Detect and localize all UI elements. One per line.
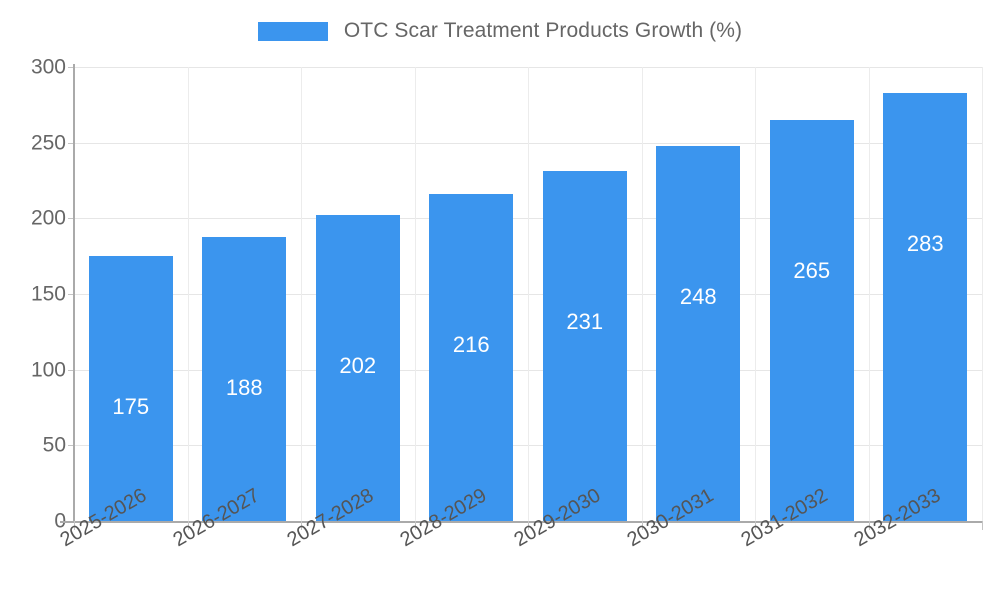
bar-value-label: 248 <box>679 283 717 309</box>
bar-value-label: 216 <box>452 332 490 358</box>
bar[interactable]: 283 <box>883 92 968 521</box>
y-axis-tick-mark <box>68 218 74 220</box>
gridline-vertical <box>301 67 302 521</box>
x-axis-tick-mark <box>415 521 416 530</box>
y-axis-tick-mark <box>68 142 74 144</box>
x-axis-tick-mark <box>869 521 870 530</box>
gridline-vertical <box>528 67 529 521</box>
y-axis-tick-label: 250 <box>30 131 66 155</box>
bar-value-label: 283 <box>906 230 944 256</box>
y-axis-tick-labels: 0 50 100 150 200 250 300 <box>0 0 66 600</box>
gridline-vertical <box>642 67 643 521</box>
x-axis-line <box>60 521 982 523</box>
x-axis-tick-mark <box>755 521 756 530</box>
bar[interactable]: 248 <box>656 145 741 521</box>
y-axis-tick-mark <box>68 67 74 68</box>
gridline-vertical <box>188 67 189 521</box>
x-axis-tick-mark <box>188 521 189 530</box>
bar[interactable]: 216 <box>429 194 514 521</box>
y-axis-tick-label: 100 <box>30 358 66 382</box>
y-axis-tick-label: 0 <box>4 511 66 532</box>
x-axis-tick-mark <box>982 521 983 530</box>
bar-value-label: 202 <box>339 353 377 379</box>
x-axis-tick-mark <box>642 521 643 530</box>
y-axis-tick-mark <box>68 445 74 447</box>
y-axis-line <box>73 64 75 522</box>
legend-color-swatch <box>257 21 328 41</box>
y-axis-tick-label: 300 <box>30 55 66 79</box>
bar[interactable]: 202 <box>315 215 400 521</box>
plot-area: 175 188 202 216 231 248 265 283 <box>74 67 983 522</box>
bar-value-label: 231 <box>566 309 604 335</box>
y-axis-tick-mark <box>68 294 74 295</box>
bar-value-label: 175 <box>112 394 150 420</box>
bar[interactable]: 188 <box>202 236 287 521</box>
y-axis-tick-label: 50 <box>42 433 66 457</box>
bar[interactable]: 175 <box>88 256 173 521</box>
chart-legend: OTC Scar Treatment Products Growth (%) <box>0 14 1000 48</box>
gridline-vertical <box>415 67 416 521</box>
gridline-vertical <box>869 67 870 521</box>
y-axis-tick-label: 150 <box>30 282 66 306</box>
gridline-vertical <box>755 67 756 521</box>
bar[interactable]: 231 <box>542 171 627 521</box>
legend-label: OTC Scar Treatment Products Growth (%) <box>343 19 743 42</box>
x-axis-tick-mark <box>301 521 302 530</box>
y-axis-tick-label: 200 <box>30 206 66 230</box>
gridline-vertical <box>982 67 983 521</box>
bar-value-label: 265 <box>793 257 831 283</box>
x-axis-tick-mark <box>528 521 529 530</box>
x-axis-tick-mark <box>74 521 75 530</box>
y-axis-tick-mark <box>68 369 74 371</box>
bar[interactable]: 265 <box>769 119 854 521</box>
bar-value-label: 188 <box>225 374 263 400</box>
